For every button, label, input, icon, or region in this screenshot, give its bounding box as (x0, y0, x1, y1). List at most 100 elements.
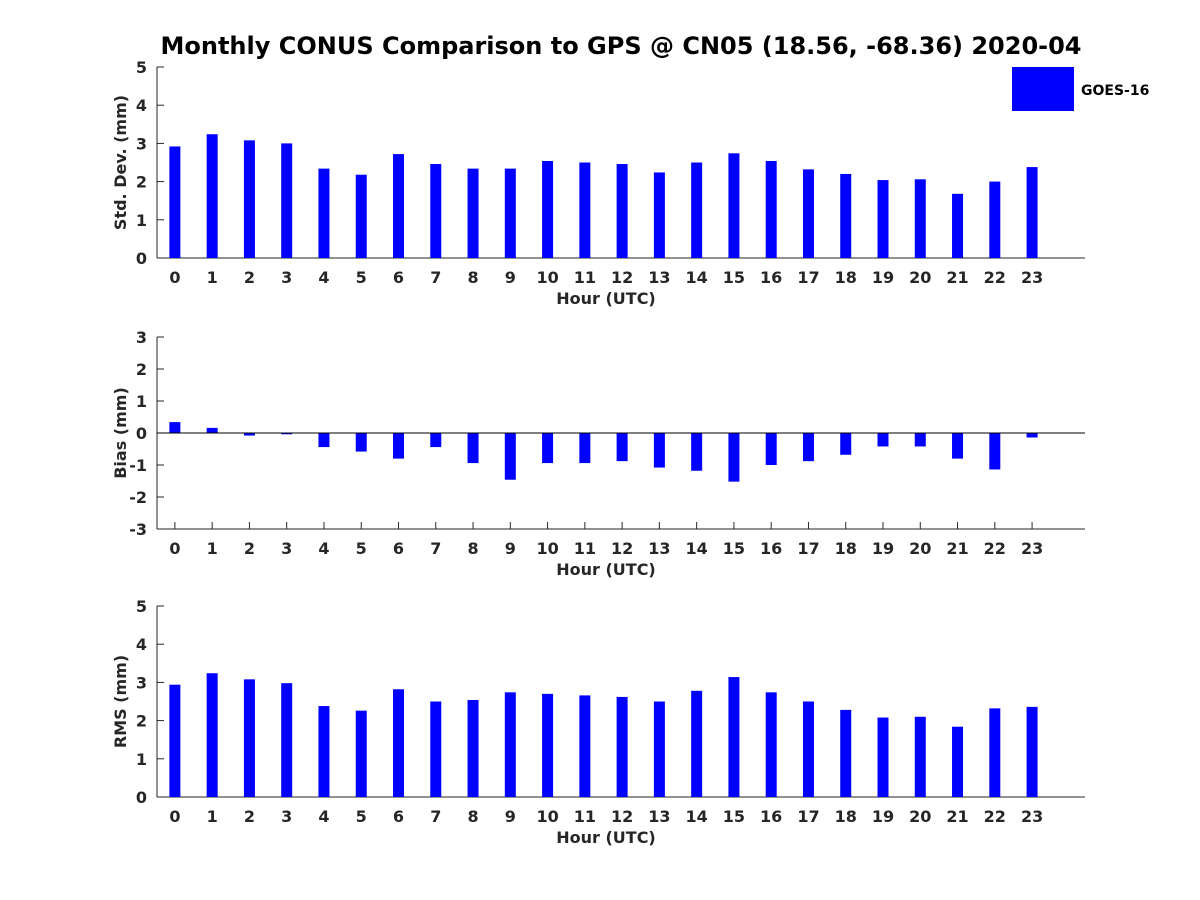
std-dev-x-tick-label: 1 (207, 268, 218, 287)
std-dev-x-tick-label: 9 (505, 268, 516, 287)
legend: GOES-16 (1012, 67, 1149, 111)
rms-bar-hour-11 (579, 695, 591, 797)
std-dev-y-tick-label: 3 (136, 134, 147, 153)
rms-x-tick-label: 23 (1021, 807, 1043, 826)
std-dev-bar-hour-5 (355, 174, 367, 258)
rms-bar-hour-23 (1026, 706, 1038, 797)
bias-bar-hour-9 (504, 433, 516, 480)
rms-x-tick-label: 11 (574, 807, 596, 826)
rms-bar-hour-5 (355, 710, 367, 797)
rms-x-tick-label: 7 (430, 807, 441, 826)
rms-x-tick-label: 12 (611, 807, 633, 826)
std-dev-bar-hour-20 (914, 179, 926, 258)
bias-x-tick-label: 8 (467, 539, 478, 558)
std-dev-bar-hour-8 (467, 168, 479, 258)
bias-x-tick-label: 9 (505, 539, 516, 558)
bias-bar-hour-6 (393, 433, 405, 459)
std-dev-x-tick-label: 20 (909, 268, 931, 287)
std-dev-x-tick-label: 19 (872, 268, 894, 287)
bias-y-axis-label: Bias (mm) (111, 387, 130, 479)
rms-bar-hour-21 (952, 726, 964, 797)
bias-x-tick-label: 4 (318, 539, 329, 558)
std-dev-bar-hour-10 (542, 160, 554, 258)
std-dev-x-tick-label: 18 (835, 268, 857, 287)
std-dev-bar-hour-12 (616, 164, 628, 258)
rms-bar-hour-6 (393, 689, 405, 797)
std-dev-x-tick-label: 21 (946, 268, 968, 287)
rms-y-axis-label: RMS (mm) (111, 655, 130, 748)
bias-x-tick-label: 14 (686, 539, 708, 558)
std-dev-x-tick-label: 8 (467, 268, 478, 287)
bias-x-tick-label: 17 (797, 539, 819, 558)
std-dev-bar-hour-3 (281, 143, 293, 258)
rms-bar-hour-1 (206, 673, 218, 797)
bias-x-tick-label: 7 (430, 539, 441, 558)
std-dev-x-tick-label: 23 (1021, 268, 1043, 287)
rms-bar-hour-2 (243, 679, 255, 797)
std-dev-y-tick-label: 1 (136, 211, 147, 230)
rms-x-tick-label: 6 (393, 807, 404, 826)
std-dev-x-axis-label: Hour (UTC) (556, 289, 656, 308)
rms-x-tick-label: 9 (505, 807, 516, 826)
std-dev-x-tick-label: 17 (797, 268, 819, 287)
rms-x-tick-label: 4 (318, 807, 329, 826)
rms-bar-hour-4 (318, 706, 330, 797)
std-dev-bar-hour-13 (653, 172, 665, 258)
std-dev-x-tick-label: 3 (281, 268, 292, 287)
bias-x-tick-label: 10 (536, 539, 558, 558)
bias-x-tick-label: 20 (909, 539, 931, 558)
bias-x-tick-label: 13 (648, 539, 670, 558)
std-dev-bar-hour-6 (393, 154, 405, 258)
rms-x-tick-label: 0 (169, 807, 180, 826)
std-dev-bar-hour-19 (877, 180, 889, 258)
rms-x-tick-label: 19 (872, 807, 894, 826)
rms-x-tick-label: 15 (723, 807, 745, 826)
chart-title: Monthly CONUS Comparison to GPS @ CN05 (… (161, 32, 1082, 60)
rms-y-tick-label: 4 (136, 635, 147, 654)
rms-x-tick-label: 18 (835, 807, 857, 826)
bias-y-tick-label: -3 (129, 520, 147, 539)
bias-x-tick-label: 21 (946, 539, 968, 558)
std-dev-y-tick-label: 2 (136, 173, 147, 192)
bias-bar-hour-10 (542, 433, 554, 464)
std-dev-x-tick-label: 7 (430, 268, 441, 287)
std-dev-x-tick-label: 13 (648, 268, 670, 287)
bias-x-tick-label: 0 (169, 539, 180, 558)
bias-bar-hour-12 (616, 433, 628, 462)
bias-bar-hour-0 (169, 422, 181, 433)
rms-y-tick-label: 2 (136, 712, 147, 731)
bias-bar-hour-22 (989, 433, 1001, 470)
bias-y-tick-label: 0 (136, 424, 147, 443)
rms-x-tick-label: 20 (909, 807, 931, 826)
std-dev-y-axis-label: Std. Dev. (mm) (111, 95, 130, 230)
rms-bar-hour-12 (616, 696, 628, 797)
std-dev-bar-hour-4 (318, 168, 330, 258)
std-dev-bar-hour-23 (1026, 167, 1038, 258)
bias-bar-hour-7 (430, 433, 442, 448)
std-dev-bar-hour-9 (504, 168, 516, 258)
rms-bar-hour-22 (989, 708, 1001, 797)
rms-bar-hour-10 (542, 693, 554, 797)
bias-bar-hour-4 (318, 433, 330, 448)
bias-bar-hour-1 (206, 427, 218, 433)
rms-x-tick-label: 1 (207, 807, 218, 826)
rms-bar-hour-8 (467, 699, 479, 797)
bias-bar-hour-15 (728, 433, 740, 482)
rms-x-tick-label: 17 (797, 807, 819, 826)
rms-bar-hour-7 (430, 701, 442, 797)
rms-x-tick-label: 16 (760, 807, 782, 826)
rms-y-tick-label: 0 (136, 788, 147, 807)
bias-bar-hour-13 (653, 433, 665, 468)
bias-bar-hour-16 (765, 433, 777, 465)
rms-x-tick-label: 13 (648, 807, 670, 826)
rms-bar-hour-18 (840, 709, 852, 797)
std-dev-x-tick-label: 10 (536, 268, 558, 287)
bias-bar-hour-11 (579, 433, 591, 464)
std-dev-x-tick-label: 6 (393, 268, 404, 287)
rms-bar-hour-9 (504, 692, 516, 797)
std-dev-bar-hour-7 (430, 164, 442, 258)
